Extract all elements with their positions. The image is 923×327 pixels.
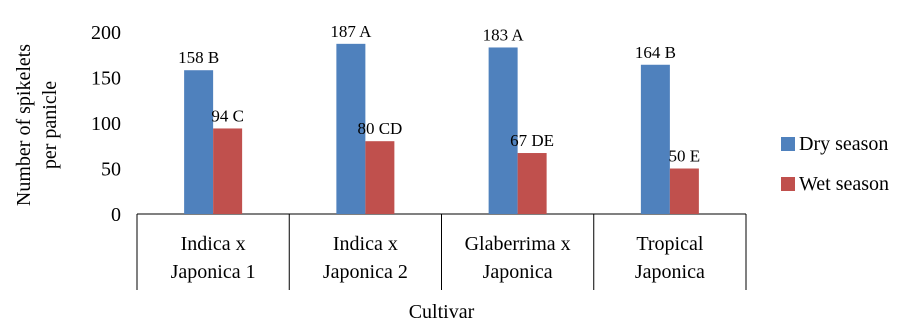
category-label: Japonica 1 (171, 261, 256, 283)
data-label: 94 C (211, 106, 244, 125)
data-label: 80 CD (357, 119, 402, 138)
y-axis-title: Number of spikelets per panicle (13, 44, 61, 206)
data-label: 164 B (635, 43, 676, 62)
y-tick-label: 100 (91, 113, 121, 135)
bar-wet-season (365, 141, 395, 214)
y-tick-label: 200 (91, 22, 121, 44)
bar-wet-season (669, 168, 699, 214)
bars (184, 43, 699, 214)
data-labels: 158 B 94 C 187 A 80 CD 183 A 67 DE 164 B 50 E (178, 22, 700, 166)
data-label: 50 E (669, 147, 701, 166)
y-tick-label: 150 (91, 68, 121, 90)
bar-wet-season (517, 153, 547, 214)
data-label: 183 A (483, 25, 525, 44)
legend-label: Wet season (799, 173, 889, 195)
bar-wet-season (213, 128, 243, 214)
data-label: 67 DE (510, 131, 554, 150)
y-axis-title-line: Number of spikelets (13, 44, 35, 206)
category-label: Glaberrima x (465, 233, 571, 255)
category-label: Japonica (483, 261, 553, 283)
legend-swatch (781, 137, 795, 151)
category-labels: Indica x Japonica 1 Indica x Japonica 2 Glab… (171, 233, 705, 283)
bar-dry-season (640, 64, 670, 214)
bar-dry-season (488, 47, 518, 214)
bar-dry-season (184, 70, 214, 214)
bar-dry-season (336, 43, 366, 214)
y-tick-label: 0 (111, 204, 121, 226)
x-axis-title: Cultivar (409, 301, 475, 323)
category-dividers (136, 214, 747, 290)
y-axis-title-line: per panicle (39, 81, 61, 169)
data-label: 187 A (330, 22, 372, 41)
legend-swatch (781, 177, 795, 191)
data-label: 158 B (178, 48, 219, 67)
legend: Dry season Wet season (781, 133, 889, 195)
category-label: Tropical (636, 233, 703, 255)
y-tick-label: 50 (101, 159, 121, 181)
category-label: Indica x (333, 233, 398, 255)
category-label: Japonica 2 (323, 261, 408, 283)
category-label: Indica x (181, 233, 246, 255)
legend-label: Dry season (799, 133, 888, 155)
y-axis-ticks: 0 50 100 150 200 (91, 22, 121, 226)
category-label: Japonica (635, 261, 705, 283)
